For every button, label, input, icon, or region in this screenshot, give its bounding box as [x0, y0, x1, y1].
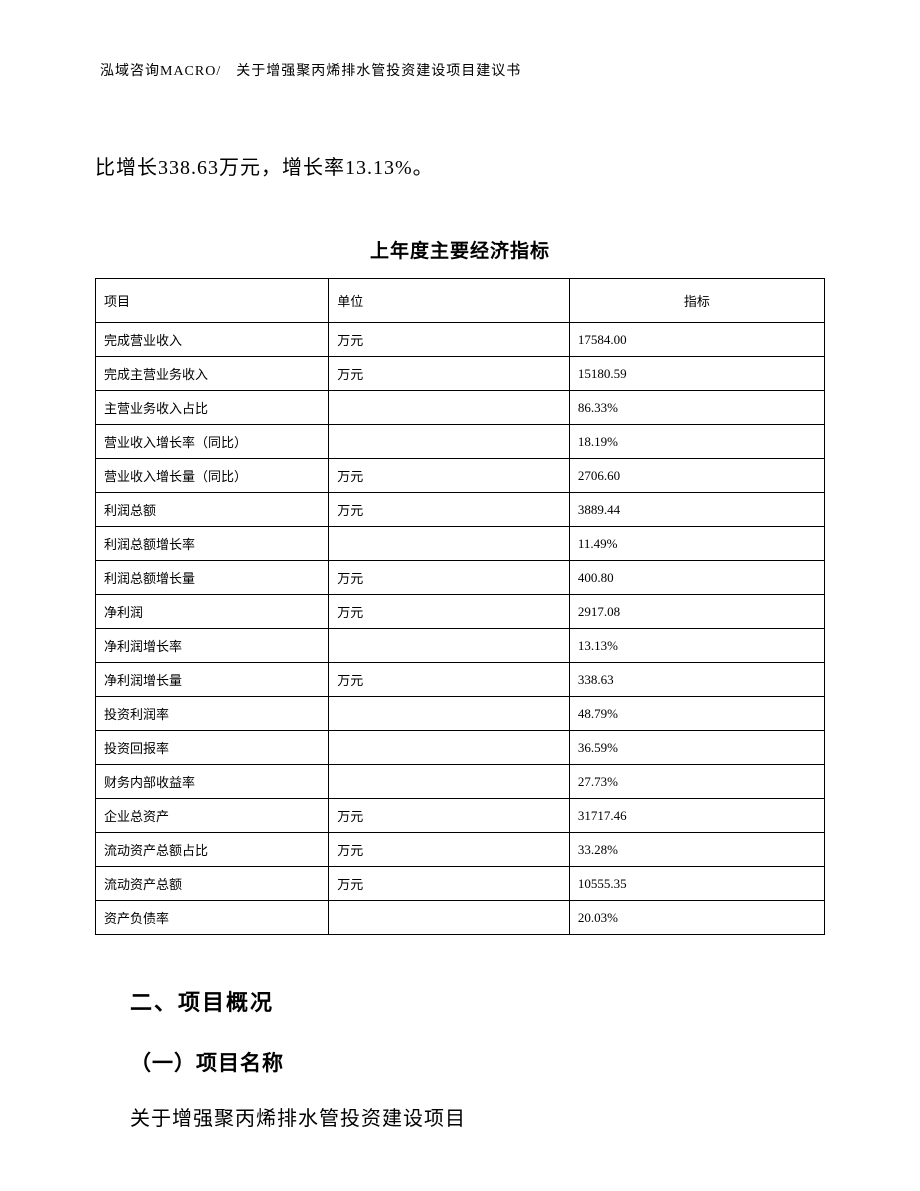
table-cell: 86.33% [569, 391, 824, 425]
table-cell: 3889.44 [569, 493, 824, 527]
table-cell: 利润总额增长量 [96, 561, 329, 595]
table-cell: 流动资产总额 [96, 867, 329, 901]
table-cell: 10555.35 [569, 867, 824, 901]
table-row: 完成营业收入 万元 17584.00 [96, 323, 825, 357]
table-cell: 万元 [329, 663, 570, 697]
table-cell [329, 901, 570, 935]
table-cell: 完成主营业务收入 [96, 357, 329, 391]
table-header-cell: 单位 [329, 279, 570, 323]
body-paragraph: 比增长338.63万元，增长率13.13%。 [95, 150, 825, 186]
table-cell: 400.80 [569, 561, 824, 595]
table-row: 营业收入增长率（同比） 18.19% [96, 425, 825, 459]
table-cell [329, 391, 570, 425]
table-title: 上年度主要经济指标 [95, 236, 825, 263]
table-cell [329, 731, 570, 765]
table-row: 投资利润率 48.79% [96, 697, 825, 731]
table-cell: 投资利润率 [96, 697, 329, 731]
table-cell: 利润总额 [96, 493, 329, 527]
table-row: 利润总额增长量 万元 400.80 [96, 561, 825, 595]
table-cell: 13.13% [569, 629, 824, 663]
table-cell: 企业总资产 [96, 799, 329, 833]
table-row: 资产负债率 20.03% [96, 901, 825, 935]
table-row: 净利润 万元 2917.08 [96, 595, 825, 629]
table-cell: 31717.46 [569, 799, 824, 833]
table-row: 流动资产总额占比 万元 33.28% [96, 833, 825, 867]
table-row: 完成主营业务收入 万元 15180.59 [96, 357, 825, 391]
table-cell [329, 765, 570, 799]
table-cell: 流动资产总额占比 [96, 833, 329, 867]
table-row: 企业总资产 万元 31717.46 [96, 799, 825, 833]
table-cell: 万元 [329, 833, 570, 867]
table-cell: 利润总额增长率 [96, 527, 329, 561]
table-cell [329, 697, 570, 731]
table-cell [329, 527, 570, 561]
table-cell: 净利润 [96, 595, 329, 629]
table-cell: 2706.60 [569, 459, 824, 493]
table-cell: 48.79% [569, 697, 824, 731]
table-cell: 18.19% [569, 425, 824, 459]
table-cell: 营业收入增长率（同比） [96, 425, 329, 459]
section-heading: 二、项目概况 [95, 985, 825, 1017]
table-cell: 20.03% [569, 901, 824, 935]
sub-section-heading: （一）项目名称 [95, 1047, 825, 1077]
table-cell: 万元 [329, 357, 570, 391]
table-cell: 万元 [329, 799, 570, 833]
table-header-cell: 指标 [569, 279, 824, 323]
table-header-row: 项目 单位 指标 [96, 279, 825, 323]
table-row: 利润总额 万元 3889.44 [96, 493, 825, 527]
page-header: 泓域咨询MACRO/ 关于增强聚丙烯排水管投资建设项目建议书 [95, 60, 825, 80]
table-cell: 投资回报率 [96, 731, 329, 765]
table-row: 净利润增长率 13.13% [96, 629, 825, 663]
table-cell: 完成营业收入 [96, 323, 329, 357]
economic-indicators-table: 项目 单位 指标 完成营业收入 万元 17584.00 完成主营业务收入 万元 … [95, 278, 825, 935]
table-cell: 净利润增长率 [96, 629, 329, 663]
table-cell: 万元 [329, 595, 570, 629]
table-cell: 营业收入增长量（同比） [96, 459, 329, 493]
table-cell: 万元 [329, 561, 570, 595]
table-row: 主营业务收入占比 86.33% [96, 391, 825, 425]
table-cell: 17584.00 [569, 323, 824, 357]
table-cell: 2917.08 [569, 595, 824, 629]
table-body: 完成营业收入 万元 17584.00 完成主营业务收入 万元 15180.59 … [96, 323, 825, 935]
table-row: 净利润增长量 万元 338.63 [96, 663, 825, 697]
table-cell: 36.59% [569, 731, 824, 765]
table-cell: 净利润增长量 [96, 663, 329, 697]
table-row: 流动资产总额 万元 10555.35 [96, 867, 825, 901]
table-cell: 万元 [329, 493, 570, 527]
table-cell: 财务内部收益率 [96, 765, 329, 799]
sub-section-body: 关于增强聚丙烯排水管投资建设项目 [95, 1102, 825, 1131]
table-cell: 338.63 [569, 663, 824, 697]
table-cell: 万元 [329, 323, 570, 357]
table-cell [329, 425, 570, 459]
table-cell: 11.49% [569, 527, 824, 561]
table-cell: 万元 [329, 867, 570, 901]
table-cell: 资产负债率 [96, 901, 329, 935]
table-row: 投资回报率 36.59% [96, 731, 825, 765]
table-row: 财务内部收益率 27.73% [96, 765, 825, 799]
table-row: 营业收入增长量（同比） 万元 2706.60 [96, 459, 825, 493]
table-row: 利润总额增长率 11.49% [96, 527, 825, 561]
table-cell: 主营业务收入占比 [96, 391, 329, 425]
table-cell: 15180.59 [569, 357, 824, 391]
table-cell [329, 629, 570, 663]
table-cell: 万元 [329, 459, 570, 493]
table-header-cell: 项目 [96, 279, 329, 323]
table-cell: 33.28% [569, 833, 824, 867]
table-cell: 27.73% [569, 765, 824, 799]
